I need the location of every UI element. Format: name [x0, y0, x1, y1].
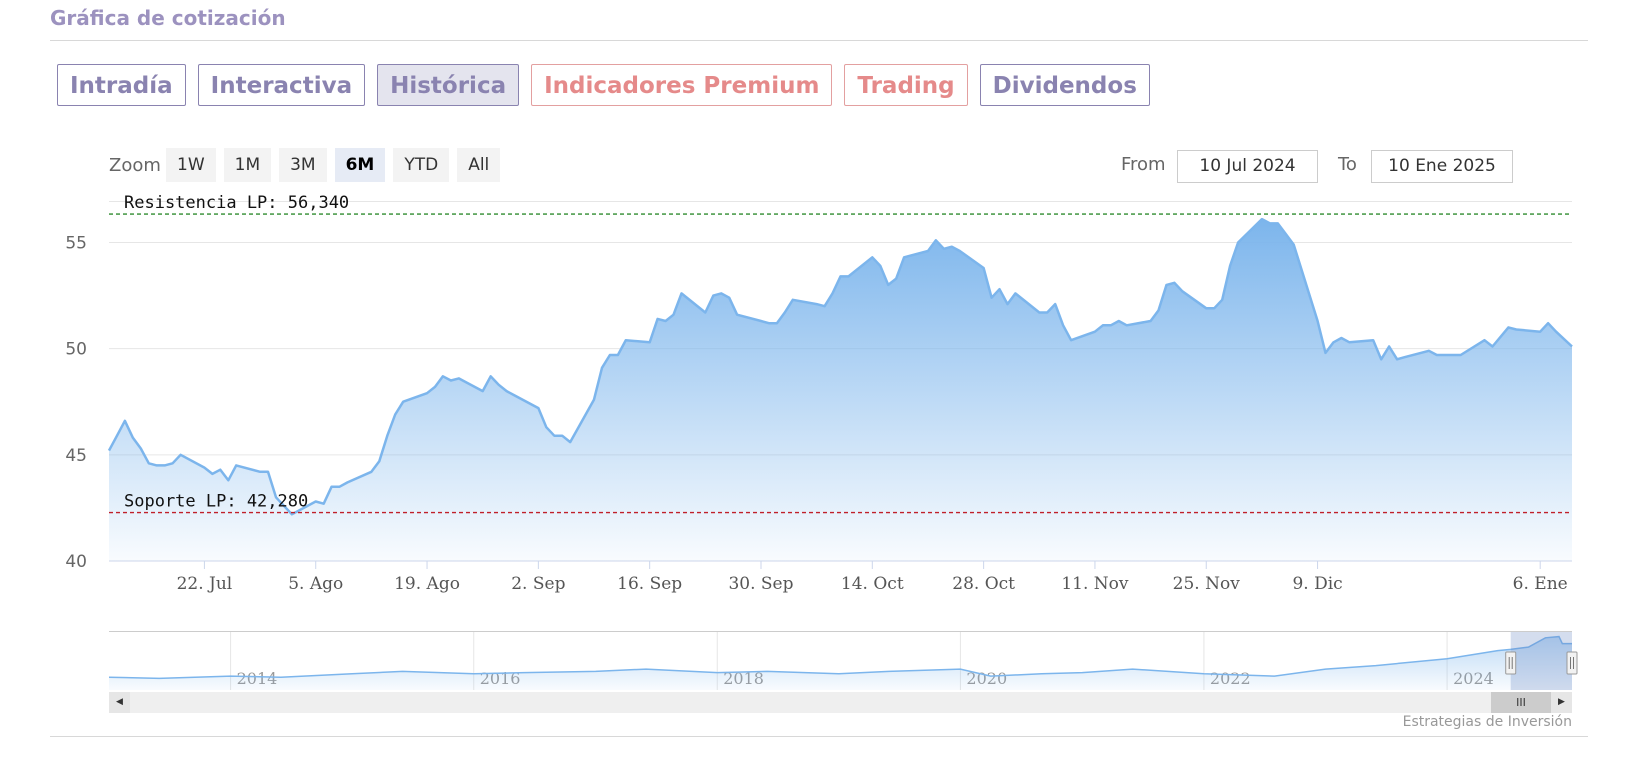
- zoom-buttons: 1W 1M 3M 6M YTD All: [166, 148, 501, 182]
- support-resistance-lines: Resistencia LP: 56,340 Soporte LP: 42,280: [109, 193, 1572, 514]
- navigator-area: [109, 636, 1572, 690]
- zoom-1m-button[interactable]: 1M: [223, 148, 272, 182]
- chart-credit: Estrategias de Inversión: [1402, 714, 1572, 730]
- scrollbar-thumb[interactable]: III: [1491, 692, 1551, 713]
- x-tick-label: 2. Sep: [511, 574, 565, 594]
- tab-trading[interactable]: Trading: [844, 64, 968, 106]
- chart-header-divider: [109, 201, 1572, 202]
- navigator-selected-range[interactable]: [1510, 632, 1572, 690]
- scroll-right-button[interactable]: ▶: [1551, 692, 1572, 713]
- x-tick-label: 6. Ene: [1513, 574, 1568, 594]
- navigator-left-handle[interactable]: [1505, 651, 1517, 675]
- tab-interactiva[interactable]: Interactiva: [197, 64, 366, 106]
- range-to-input[interactable]: 10 Ene 2025: [1371, 150, 1513, 183]
- tab-intradia[interactable]: Intradía: [57, 64, 186, 106]
- y-tick-label: 40: [65, 552, 87, 572]
- title-divider: [50, 40, 1588, 41]
- zoom-ytd-button[interactable]: YTD: [393, 148, 450, 182]
- navigator-scrollbar[interactable]: ◀ III ▶: [109, 692, 1572, 713]
- y-tick-label: 50: [65, 340, 87, 360]
- y-tick-label: 55: [65, 233, 87, 253]
- range-from-input[interactable]: 10 Jul 2024: [1177, 150, 1318, 183]
- x-tick-label: 16. Sep: [617, 574, 682, 594]
- price-series: [107, 217, 1573, 561]
- x-tick-label: 5. Ago: [288, 574, 343, 594]
- section-title: Gráfica de cotización: [50, 6, 286, 30]
- scroll-left-button[interactable]: ◀: [109, 692, 130, 713]
- x-tick-label: 30. Sep: [728, 574, 793, 594]
- tab-dividendos[interactable]: Dividendos: [979, 64, 1150, 106]
- price-line: [107, 217, 1573, 516]
- x-tick-label: 25. Nov: [1173, 574, 1241, 594]
- y-tick-label: 45: [65, 446, 87, 466]
- x-axis: 22. Jul 5. Ago 19. Ago 2. Sep 16. Sep 30. Sep…: [109, 560, 1572, 594]
- navigator[interactable]: 201420162018202020222024: [108, 632, 1578, 690]
- bottom-divider: [50, 736, 1588, 737]
- range-from-label: From: [1121, 154, 1166, 175]
- navigator-line: [108, 635, 1572, 680]
- resistance-label: Resistencia LP: 56,340: [124, 193, 349, 213]
- x-tick-label: 11. Nov: [1061, 574, 1129, 594]
- price-area: [109, 219, 1572, 561]
- y-axis: 40 45 50 55: [65, 233, 87, 572]
- support-label: Soporte LP: 42,280: [124, 492, 308, 512]
- zoom-1w-button[interactable]: 1W: [166, 148, 216, 182]
- zoom-all-button[interactable]: All: [457, 148, 501, 182]
- chart-type-tabs: Intradía Interactiva Histórica Indicador…: [57, 64, 1150, 106]
- zoom-3m-button[interactable]: 3M: [279, 148, 327, 182]
- tab-indicadores-premium[interactable]: Indicadores Premium: [531, 64, 833, 106]
- x-tick-label: 19. Ago: [394, 574, 460, 594]
- x-tick-label: 22. Jul: [177, 574, 233, 594]
- x-tick-label: 14. Oct: [841, 574, 904, 594]
- x-tick-label: 28. Oct: [952, 574, 1015, 594]
- tab-historica[interactable]: Histórica: [377, 64, 520, 106]
- zoom-label: Zoom: [109, 155, 161, 176]
- x-tick-label: 9. Dic: [1292, 574, 1342, 594]
- navigator-right-handle[interactable]: [1566, 651, 1578, 675]
- navigator-frame: [109, 631, 1572, 692]
- range-to-label: To: [1338, 154, 1357, 175]
- zoom-6m-button[interactable]: 6M: [334, 148, 386, 182]
